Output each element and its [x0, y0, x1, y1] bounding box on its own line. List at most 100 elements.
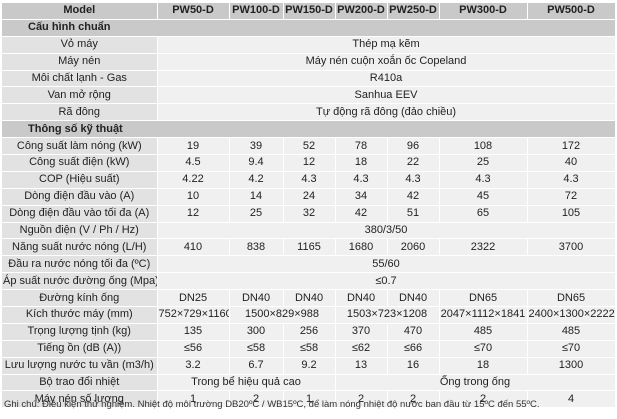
cell: 42 — [387, 188, 440, 206]
row-label: Công suất làm nóng (kW) — [2, 137, 158, 156]
cell: 22 — [387, 154, 440, 172]
table-row: Kích thước máy (mm) 752×729×1160 1500×82… — [2, 306, 616, 324]
cell: 370 — [335, 323, 388, 341]
cell: 4.2 — [229, 171, 284, 189]
row-label: Đường kính ống — [2, 289, 158, 308]
cell: 485 — [439, 323, 528, 341]
row-value: 55/60 — [157, 255, 616, 274]
row-label: Rã đông — [2, 103, 158, 122]
cell: ≤70 — [439, 340, 528, 358]
row-label: Nguồn điện (V / Ph / Hz) — [2, 222, 158, 240]
cell: 45 — [439, 188, 528, 206]
cell: 2060 — [387, 238, 440, 257]
table-row: Đường kính ống DN25 DN40 DN40 DN40 DN40 … — [2, 289, 616, 308]
cell: ≤62 — [335, 340, 388, 358]
model-header: Model — [2, 3, 158, 20]
row-label: Máy nén — [2, 53, 158, 71]
table-row: Công suất làm nóng (kW) 19 39 52 78 96 1… — [2, 137, 616, 156]
cell: 410 — [157, 238, 230, 257]
footnote: Ghi chú: Điều kiện thử nghiệm. Nhiệt độ … — [4, 399, 540, 410]
cell: 2047×1112×1841 — [439, 306, 528, 324]
cell: ≤58 — [283, 340, 336, 358]
table-row: Bộ trao đổi nhiệt Trong bể hiệu quả cao … — [2, 374, 616, 392]
row-value: R410a — [157, 70, 616, 88]
table-row: Dòng điện đầu vào tối đa (A) 12 25 32 42… — [2, 205, 616, 223]
table-row: Nguồn điện (V / Ph / Hz) 380/3/50 — [2, 222, 616, 240]
cell: 65 — [439, 205, 528, 223]
cell: DN40 — [335, 289, 388, 308]
row-value: Tự động rã đông (đảo chiều) — [157, 103, 616, 122]
cell: 4.3 — [283, 171, 336, 189]
cell: 78 — [335, 137, 388, 156]
cell: 32 — [283, 205, 336, 223]
table-row: Van mở rộng Sanhua EEV — [2, 86, 616, 105]
row-label: Trọng lượng tịnh (kg) — [2, 323, 158, 341]
cell: 1 — [283, 390, 336, 409]
cell: 25 — [439, 154, 528, 172]
row-label: Áp suất nước đường ống (Mpa) — [2, 272, 158, 291]
section-title-standard: Cấu hình chuẩn — [2, 19, 616, 37]
cell: Ống trong ống — [335, 374, 616, 392]
row-value: 380/3/50 — [157, 222, 616, 240]
cell: 96 — [387, 137, 440, 156]
row-label: Bộ trao đổi nhiệt — [2, 374, 158, 392]
cell: 4.5 — [157, 154, 230, 172]
cell: 1 — [157, 390, 230, 409]
table-row: Đầu ra nước nóng tối đa (ºC) 55/60 — [2, 255, 616, 274]
row-label: Dòng điện đầu vào (A) — [2, 188, 158, 206]
row-label: Dòng điện đầu vào tối đa (A) — [2, 205, 158, 223]
table-row: Dòng điện đầu vào (A) 10 14 24 34 42 45 … — [2, 188, 616, 206]
cell: 1503×723×1208 — [335, 306, 440, 324]
cell: 52 — [283, 137, 336, 156]
header-row: Model PW50-D PW100-D PW150-D PW200-D PW2… — [2, 3, 616, 20]
section-title-technical: Thông số kỹ thuật — [2, 120, 616, 139]
table-row: Tiếng ồn (dB (A)) ≤56 ≤58 ≤58 ≤62 ≤66 ≤7… — [2, 340, 616, 358]
cell: ≤58 — [229, 340, 284, 358]
cell: 2 — [229, 390, 284, 409]
model-col: PW200-D — [335, 3, 388, 20]
row-label: Kích thước máy (mm) — [2, 306, 158, 324]
model-col: PW250-D — [387, 3, 440, 20]
model-col: PW500-D — [527, 3, 616, 20]
cell: DN40 — [387, 289, 440, 308]
table-row: Vỏ máy Thép mạ kẽm — [2, 36, 616, 54]
row-label: Môi chất lạnh - Gas — [2, 70, 158, 88]
cell: DN40 — [229, 289, 284, 308]
cell: 4.3 — [335, 171, 388, 189]
cell: 9.2 — [283, 357, 336, 375]
cell: 6.7 — [229, 357, 284, 375]
cell: Trong bể hiệu quả cao — [157, 374, 336, 392]
cell: 1680 — [335, 238, 388, 257]
section-row: Thông số kỹ thuật — [2, 120, 616, 139]
row-label: Công suất điện (kW) — [2, 154, 158, 172]
cell: 12 — [157, 205, 230, 223]
cell: 752×729×1160 — [157, 306, 230, 324]
cell: 4.3 — [527, 171, 616, 189]
row-label: Máy nén số lượng — [2, 390, 158, 409]
cell: 3.2 — [157, 357, 230, 375]
model-col: PW300-D — [439, 3, 528, 20]
cell: 40 — [527, 154, 616, 172]
cell: 108 — [439, 137, 528, 156]
cell: 16 — [387, 357, 440, 375]
cell: 4 — [527, 390, 616, 409]
cell: 300 — [229, 323, 284, 341]
cell: 4.3 — [439, 171, 528, 189]
table-row: Công suất điện (kW) 4.5 9.4 12 18 22 25 … — [2, 154, 616, 172]
cell: 9.4 — [229, 154, 284, 172]
cell: 34 — [335, 188, 388, 206]
row-label: Tiếng ồn (dB (A)) — [2, 340, 158, 358]
cell: DN65 — [439, 289, 528, 308]
row-label: Năng suất nước nóng (L/H) — [2, 238, 158, 257]
cell: 24 — [283, 188, 336, 206]
cell: 25 — [229, 205, 284, 223]
cell: 470 — [387, 323, 440, 341]
row-label: Van mở rộng — [2, 86, 158, 105]
row-label: COP (Hiệu suất) — [2, 171, 158, 189]
cell: 10 — [157, 188, 230, 206]
cell: 1300 — [527, 357, 616, 375]
cell: 42 — [335, 205, 388, 223]
cell: 105 — [527, 205, 616, 223]
table-row: Môi chất lạnh - Gas R410a — [2, 70, 616, 88]
cell: 18 — [439, 357, 528, 375]
